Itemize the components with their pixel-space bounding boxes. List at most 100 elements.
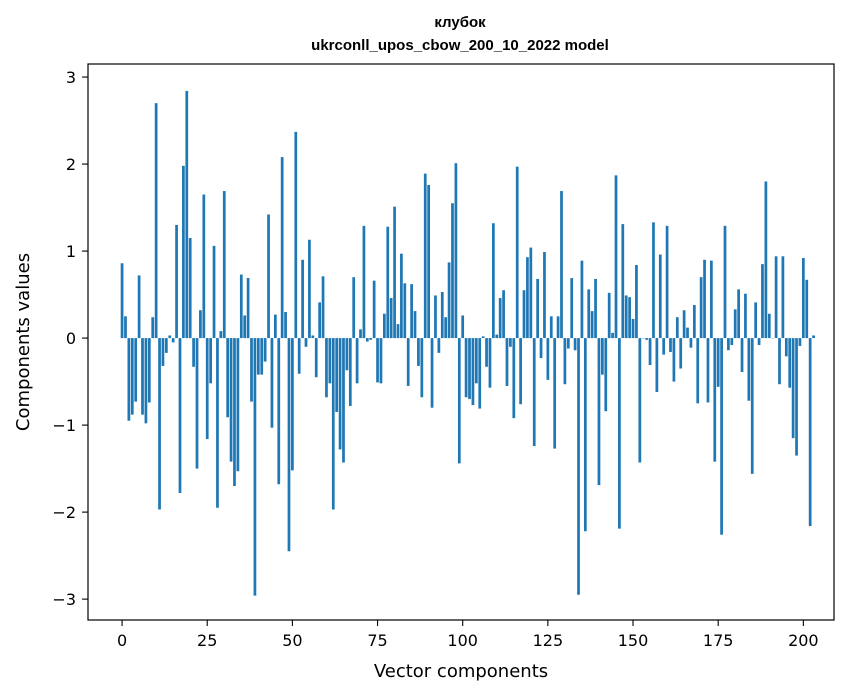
bar xyxy=(774,256,778,339)
bar xyxy=(444,317,448,339)
bar xyxy=(471,338,475,406)
bar xyxy=(474,338,478,384)
y-tick-label: 0 xyxy=(66,329,76,348)
bar xyxy=(573,338,577,351)
y-tick-label: 2 xyxy=(66,155,76,174)
bar xyxy=(597,338,601,486)
bar xyxy=(243,315,247,339)
bar xyxy=(335,338,339,413)
bar xyxy=(505,338,509,386)
bar xyxy=(348,338,352,406)
bar xyxy=(451,203,454,339)
bar xyxy=(434,295,437,339)
bar xyxy=(526,257,529,339)
bar xyxy=(440,291,444,339)
bar xyxy=(577,338,580,595)
bar xyxy=(485,338,488,367)
bar xyxy=(403,283,407,339)
y-axis-ticks: −3 −2 −1 0 1 2 3 xyxy=(52,68,88,609)
bar xyxy=(652,222,655,339)
bar xyxy=(692,305,696,339)
bar xyxy=(144,338,148,424)
x-axis-ticks: 0 25 50 75 100 125 150 175 200 xyxy=(117,620,819,650)
bar xyxy=(696,338,700,404)
bar xyxy=(386,226,390,339)
bar xyxy=(369,338,373,340)
bar xyxy=(304,338,308,347)
x-axis-label: Vector components xyxy=(374,661,548,682)
bar xyxy=(587,289,591,339)
bar xyxy=(488,338,492,388)
bar xyxy=(495,334,499,339)
bar xyxy=(124,316,127,339)
bar xyxy=(212,245,216,339)
bar xyxy=(318,302,321,339)
bar xyxy=(478,338,482,409)
bar xyxy=(543,251,546,339)
bar xyxy=(750,338,754,474)
bar xyxy=(607,292,611,339)
bar xyxy=(795,338,798,456)
bar xyxy=(713,338,717,462)
bar xyxy=(120,263,124,339)
bar xyxy=(767,313,771,339)
bar xyxy=(549,316,553,339)
bar xyxy=(539,338,543,359)
bar xyxy=(188,238,192,339)
bar xyxy=(655,338,659,393)
bar xyxy=(566,338,570,349)
bar xyxy=(270,338,274,428)
y-tick-label: 3 xyxy=(66,68,76,87)
bar xyxy=(529,247,533,339)
bar xyxy=(389,298,393,339)
bar xyxy=(604,338,608,412)
bar xyxy=(175,224,178,339)
bar xyxy=(556,316,560,339)
x-tick-label: 25 xyxy=(197,631,217,650)
bar xyxy=(720,338,723,535)
bar xyxy=(791,338,795,439)
bar xyxy=(168,335,172,339)
bar xyxy=(563,338,567,385)
bar xyxy=(158,338,161,510)
bar xyxy=(219,331,223,339)
bar xyxy=(522,290,526,339)
bar xyxy=(372,280,376,339)
bar xyxy=(267,214,270,339)
bar xyxy=(716,338,720,387)
bar xyxy=(216,338,219,508)
bar xyxy=(638,338,642,463)
bar xyxy=(703,259,706,339)
bar xyxy=(618,338,621,529)
bar xyxy=(253,338,257,596)
bar xyxy=(328,338,332,384)
bar xyxy=(727,338,730,351)
bar xyxy=(447,262,451,339)
bar xyxy=(287,338,291,552)
bar xyxy=(171,338,175,343)
bar xyxy=(532,338,536,446)
bar xyxy=(280,157,284,339)
bar xyxy=(141,338,144,415)
bar xyxy=(137,275,141,339)
y-tick-label: −2 xyxy=(52,503,76,522)
bar xyxy=(553,338,557,449)
x-tick-label: 200 xyxy=(788,631,819,650)
bar xyxy=(778,338,781,385)
bar xyxy=(331,338,335,510)
bar xyxy=(427,184,431,339)
bar xyxy=(301,259,304,339)
bar xyxy=(396,324,400,339)
bar xyxy=(801,258,805,339)
bar xyxy=(185,90,189,339)
bar xyxy=(338,338,342,450)
bar xyxy=(672,338,676,382)
bar xyxy=(209,338,212,384)
bar xyxy=(590,311,594,339)
bar xyxy=(808,338,812,527)
bar xyxy=(345,338,349,371)
bar xyxy=(492,223,495,339)
bar xyxy=(239,274,243,339)
x-tick-label: 175 xyxy=(703,631,734,650)
